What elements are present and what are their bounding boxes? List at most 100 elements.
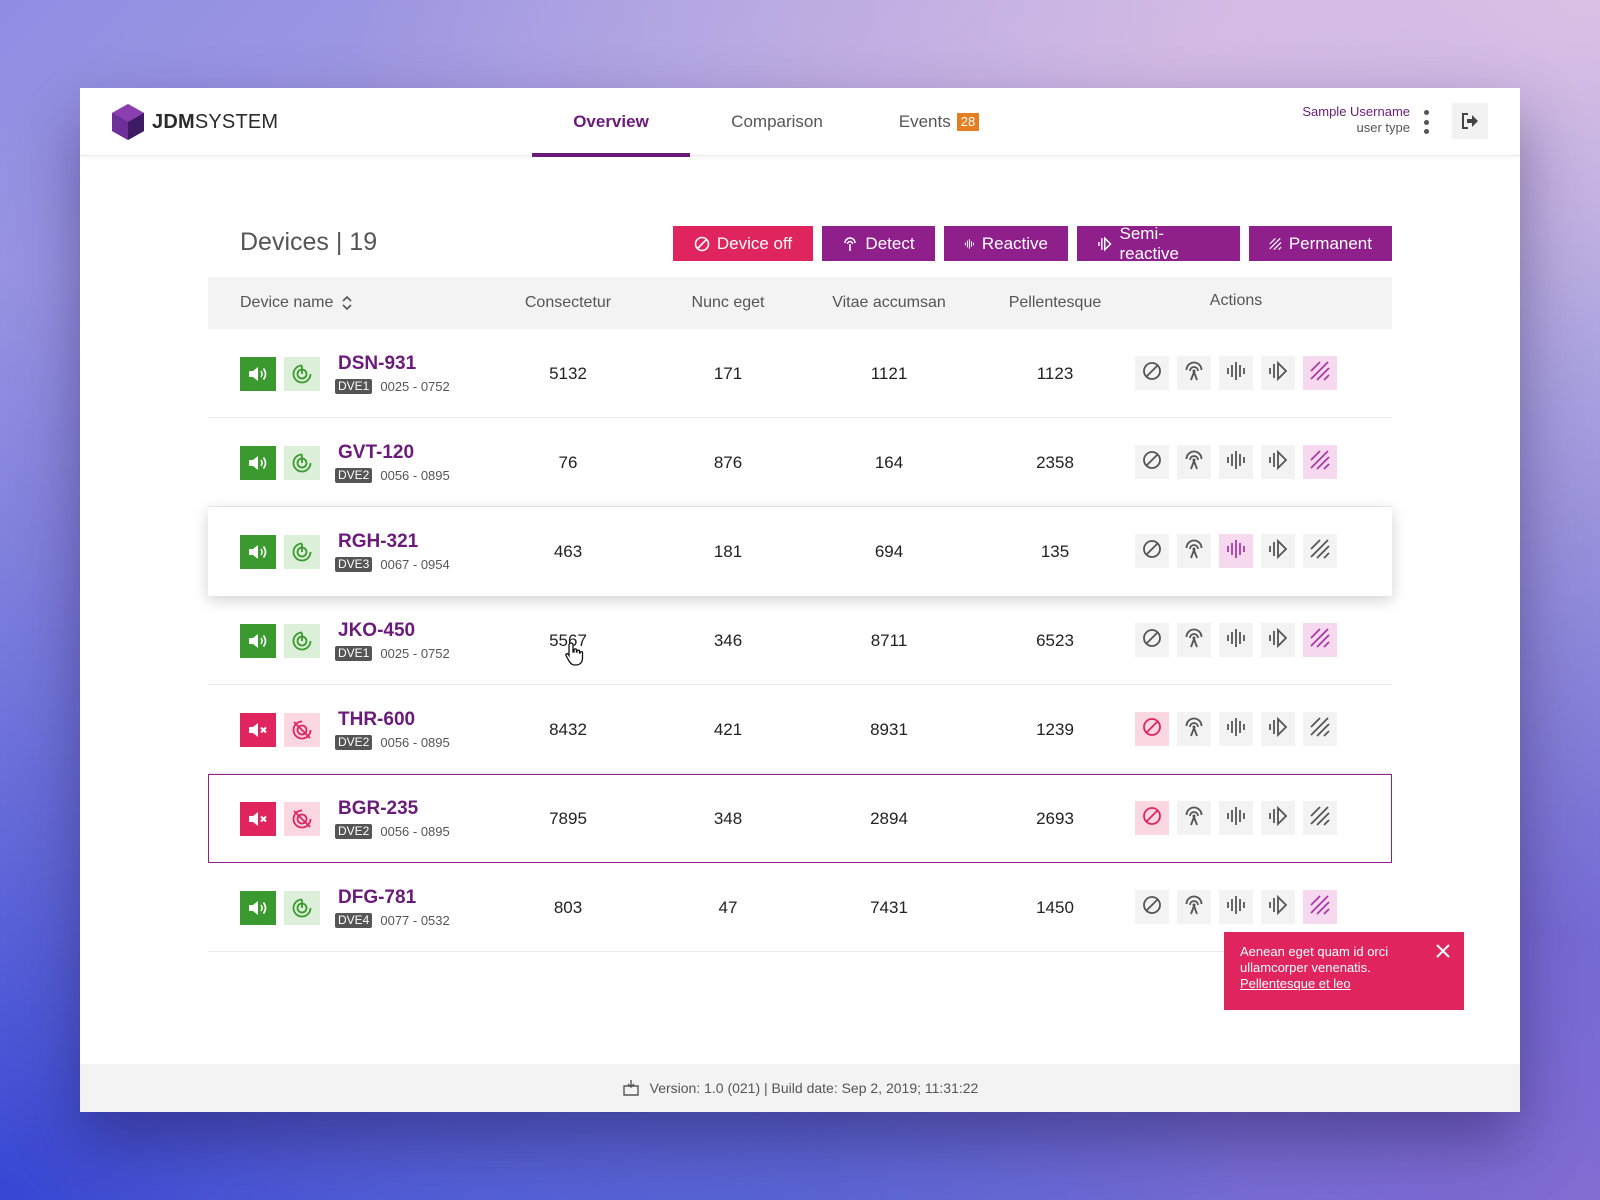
action-reactive-button[interactable]: [1219, 534, 1253, 568]
user-name: Sample Username: [1302, 104, 1410, 119]
action-permanent-button[interactable]: [1303, 623, 1337, 657]
device-name[interactable]: JKO-450: [338, 620, 416, 641]
detect-button[interactable]: Detect: [822, 226, 935, 261]
speaker-on-icon: [240, 357, 276, 391]
action-device-off-button[interactable]: [1135, 890, 1169, 924]
action-semi-reactive-button[interactable]: [1261, 356, 1295, 390]
table-row[interactable]: DSN-931 DVE1 0025 - 0752 5132 171 1121 1…: [208, 329, 1392, 418]
user-info[interactable]: Sample Username user type: [1302, 104, 1410, 136]
half-wave-icon: [1267, 360, 1289, 387]
action-detect-button[interactable]: [1177, 356, 1211, 390]
device-type-badge: DVE1: [335, 379, 373, 394]
footer: Version: 1.0 (021) | Build date: Sep 2, …: [80, 1064, 1520, 1112]
action-semi-reactive-button[interactable]: [1261, 712, 1295, 746]
action-device-off-button[interactable]: [1135, 801, 1169, 835]
action-device-off-button[interactable]: [1135, 623, 1169, 657]
speaker-on-icon: [240, 535, 276, 569]
radar-off-icon: [284, 802, 320, 836]
device-name[interactable]: DFG-781: [338, 887, 417, 908]
cell-vitae-accumsan: 8931: [870, 719, 908, 739]
tab-overview[interactable]: Overview: [532, 88, 690, 157]
table-row[interactable]: BGR-235 DVE2 0056 - 0895 7895 348 2894 2…: [208, 774, 1392, 863]
action-semi-reactive-button[interactable]: [1261, 623, 1295, 657]
action-semi-reactive-button[interactable]: [1261, 801, 1295, 835]
speaker-muted-icon: [240, 802, 276, 836]
tab-comparison[interactable]: Comparison: [731, 112, 823, 131]
device-off-button[interactable]: Device off: [673, 226, 813, 261]
half-wave-icon: [1267, 449, 1289, 476]
action-device-off-button[interactable]: [1135, 534, 1169, 568]
tab-events[interactable]: Events 28: [864, 88, 1014, 156]
action-detect-button[interactable]: [1177, 623, 1211, 657]
action-detect-button[interactable]: [1177, 534, 1211, 568]
ban-icon: [1142, 717, 1162, 742]
action-reactive-button[interactable]: [1219, 712, 1253, 746]
cell-consectetur: 8432: [549, 719, 587, 739]
action-semi-reactive-button[interactable]: [1261, 534, 1295, 568]
action-semi-reactive-button[interactable]: [1261, 445, 1295, 479]
column-header-device-name[interactable]: Device name: [240, 277, 353, 329]
action-reactive-button[interactable]: [1219, 890, 1253, 924]
action-permanent-button[interactable]: [1303, 445, 1337, 479]
table-row[interactable]: DFG-781 DVE4 0077 - 0532 803 47 7431 145…: [208, 863, 1392, 952]
logo-text: JDMSYSTEM: [152, 110, 279, 133]
device-name[interactable]: GVT-120: [338, 442, 415, 463]
action-permanent-button[interactable]: [1303, 534, 1337, 568]
action-reactive-button[interactable]: [1219, 801, 1253, 835]
hatch-icon: [1309, 805, 1331, 832]
cell-pellentesque: 2358: [1036, 452, 1074, 472]
action-reactive-button[interactable]: [1219, 356, 1253, 390]
device-meta: DVE3 0067 - 0954: [335, 557, 450, 572]
action-reactive-button[interactable]: [1219, 623, 1253, 657]
action-permanent-button[interactable]: [1303, 801, 1337, 835]
row-actions: [1135, 356, 1337, 390]
action-detect-button[interactable]: [1177, 445, 1211, 479]
cell-vitae-accumsan: 694: [874, 541, 904, 561]
permanent-button[interactable]: Permanent: [1249, 226, 1392, 261]
table-row[interactable]: RGH-321 DVE3 0067 - 0954 463 181 694 135: [208, 507, 1392, 596]
action-permanent-button[interactable]: [1303, 712, 1337, 746]
action-device-off-button[interactable]: [1135, 445, 1169, 479]
cell-nunc-eget: 181: [713, 541, 743, 561]
action-permanent-button[interactable]: [1303, 356, 1337, 390]
device-range: 0077 - 0532: [380, 913, 450, 928]
cell-pellentesque: 1239: [1036, 719, 1074, 739]
table-row[interactable]: GVT-120 DVE2 0056 - 0895 76 876 164 2358: [208, 418, 1392, 507]
action-device-off-button[interactable]: [1135, 356, 1169, 390]
device-meta: DVE1 0025 - 0752: [335, 646, 450, 661]
logout-button[interactable]: [1452, 103, 1488, 139]
column-header-pellentesque: Pellentesque: [1008, 294, 1102, 311]
table-row[interactable]: JKO-450 DVE1 0025 - 0752 5567 346 8711 6…: [208, 596, 1392, 685]
action-detect-button[interactable]: [1177, 712, 1211, 746]
table-row[interactable]: THR-600 DVE2 0056 - 0895 8432 421 8931 1…: [208, 685, 1392, 774]
toast-link[interactable]: Pellentesque et leo: [1240, 976, 1351, 991]
action-reactive-button[interactable]: [1219, 445, 1253, 479]
device-type-badge: DVE4: [335, 913, 373, 928]
half-wave-icon: [1267, 538, 1289, 565]
action-semi-reactive-button[interactable]: [1261, 890, 1295, 924]
device-name[interactable]: DSN-931: [338, 353, 417, 374]
action-device-off-button[interactable]: [1135, 712, 1169, 746]
sort-icon[interactable]: [341, 293, 353, 313]
reactive-button[interactable]: Reactive: [944, 226, 1068, 261]
semi-reactive-button[interactable]: Semi-reactive: [1077, 224, 1240, 263]
device-name[interactable]: THR-600: [338, 709, 416, 730]
action-permanent-button[interactable]: [1303, 890, 1337, 924]
device-name[interactable]: BGR-235: [338, 798, 419, 819]
more-menu-icon[interactable]: [1422, 110, 1430, 134]
row-actions: [1135, 801, 1337, 835]
devices-title: Devices | 19: [240, 228, 378, 256]
device-name[interactable]: RGH-321: [338, 531, 419, 552]
action-detect-button[interactable]: [1177, 890, 1211, 924]
action-detect-button[interactable]: [1177, 801, 1211, 835]
hatch-icon: [1309, 716, 1331, 743]
main-nav: Overview Comparison Events 28: [532, 88, 1014, 157]
close-icon[interactable]: [1436, 944, 1450, 958]
cell-consectetur: 463: [553, 541, 583, 561]
waveform-icon: [964, 238, 975, 249]
app-logo[interactable]: JDMSYSTEM: [112, 104, 278, 140]
radar-icon: [284, 535, 320, 569]
row-actions: [1135, 534, 1337, 568]
antenna-icon: [1183, 716, 1205, 743]
row-actions: [1135, 623, 1337, 657]
